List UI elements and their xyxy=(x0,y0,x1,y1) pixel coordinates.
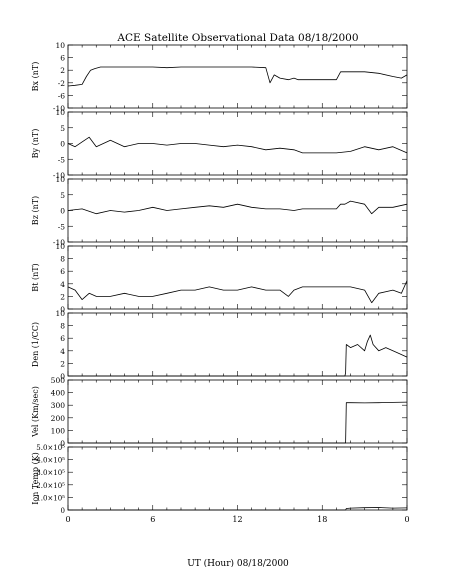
y-tick-label: -10 xyxy=(53,171,65,180)
y-tick-label: 0 xyxy=(60,207,65,216)
y-tick-label: 0 xyxy=(60,439,65,448)
x-tick-label: 18 xyxy=(317,515,327,524)
x-axis-ticks: 0 6 12 18 0 xyxy=(65,515,409,524)
chart-title: ACE Satellite Observational Data 08/18/2… xyxy=(116,32,358,44)
y-tick-label: 2 xyxy=(60,359,65,368)
series-line-5-0 xyxy=(68,401,408,444)
x-tick-label: 0 xyxy=(404,515,409,524)
y-axis-label: Den (1/CC) xyxy=(31,322,40,367)
y-tick-label: -6 xyxy=(58,91,66,100)
panel-1: 10 5 0 -5 -10 By (nT) xyxy=(31,108,408,180)
y-tick-label: 300 xyxy=(51,401,66,410)
y-axis-label: Vel (Km/sec) xyxy=(31,386,40,438)
y-tick-label: 6 xyxy=(60,334,65,343)
panel-6: 5.0×10⁵ 4.0×10⁵ 3.0×10⁵ 2.0×10⁵ 1.0×10⁵ 0 Ion … xyxy=(31,444,408,515)
y-axis-label: Ion Temp (K) xyxy=(31,452,40,505)
y-tick-label: 200 xyxy=(51,414,66,423)
y-tick-label: 1.0×10⁵ xyxy=(36,494,65,502)
y-tick-label: 4 xyxy=(60,347,65,356)
series-line-1-0 xyxy=(67,136,408,154)
y-tick-label: -5 xyxy=(58,222,66,231)
y-tick-label: -10 xyxy=(53,238,65,247)
y-tick-label: -2 xyxy=(58,79,66,88)
panel-2: 10 5 0 -5 -10 Bz (nT) xyxy=(31,175,408,247)
x-tick-label: 12 xyxy=(232,515,242,524)
y-tick-label: 10 xyxy=(55,242,65,251)
y-tick-label: 0 xyxy=(60,372,65,381)
y-tick-label: 0 xyxy=(61,507,65,515)
y-tick-label: -10 xyxy=(53,104,65,113)
y-tick-label: 500 xyxy=(51,376,66,385)
y-tick-label: 10 xyxy=(55,175,65,184)
y-tick-label: 4 xyxy=(60,280,65,289)
y-tick-label: 3.0×10⁵ xyxy=(36,469,65,477)
x-axis-label: UT (Hour) 08/18/2000 xyxy=(187,558,289,567)
panel-4: 10 8 6 4 2 0 Den (1/CC) xyxy=(31,309,408,381)
y-tick-label: 2 xyxy=(60,66,65,75)
panels: 10 6 2 -2 -6 -10 Bx (nT) 10 5 0 -5 -10 By (nT) 10 5 0 -5… xyxy=(31,41,408,515)
y-axis-label: By (nT) xyxy=(31,129,40,159)
x-tick-label: 6 xyxy=(150,515,155,524)
y-tick-label: 8 xyxy=(60,255,65,264)
y-axis-label: Bz (nT) xyxy=(31,196,40,225)
y-tick-label: 6 xyxy=(60,54,65,63)
y-tick-label: 0 xyxy=(60,140,65,149)
y-tick-label: 10 xyxy=(55,108,65,117)
y-tick-label: 10 xyxy=(55,309,65,318)
y-tick-label: 6 xyxy=(60,267,65,276)
y-tick-label: 10 xyxy=(55,41,65,50)
series-line-3-0 xyxy=(67,280,408,304)
series-line-4-0 xyxy=(68,334,408,377)
y-tick-label: 400 xyxy=(51,389,66,398)
y-tick-label: 2 xyxy=(60,292,65,301)
y-axis-label: Bx (nT) xyxy=(31,62,40,92)
panel-3: 10 8 6 4 2 0 Bt (nT) xyxy=(31,242,408,314)
x-tick-label: 0 xyxy=(65,515,70,524)
y-tick-label: 5 xyxy=(60,124,65,133)
series-line-0-0 xyxy=(67,66,408,87)
y-tick-label: 4.0×10⁵ xyxy=(36,457,65,465)
y-tick-label: 100 xyxy=(51,426,66,435)
panel-0: 10 6 2 -2 -6 -10 Bx (nT) xyxy=(31,41,408,113)
y-tick-label: 5 xyxy=(60,191,65,200)
series-line-6-0 xyxy=(68,507,408,511)
series-line-2-0 xyxy=(67,200,408,215)
panel-5: 500 400 300 200 100 0 Vel (Km/sec) xyxy=(31,376,408,448)
y-tick-label: 0 xyxy=(60,305,65,314)
y-tick-label: 2.0×10⁵ xyxy=(36,482,65,490)
y-tick-label: 8 xyxy=(60,322,65,331)
y-tick-label: 5.0×10⁵ xyxy=(36,444,65,452)
y-axis-label: Bt (nT) xyxy=(31,263,40,291)
y-tick-label: -5 xyxy=(58,155,66,164)
